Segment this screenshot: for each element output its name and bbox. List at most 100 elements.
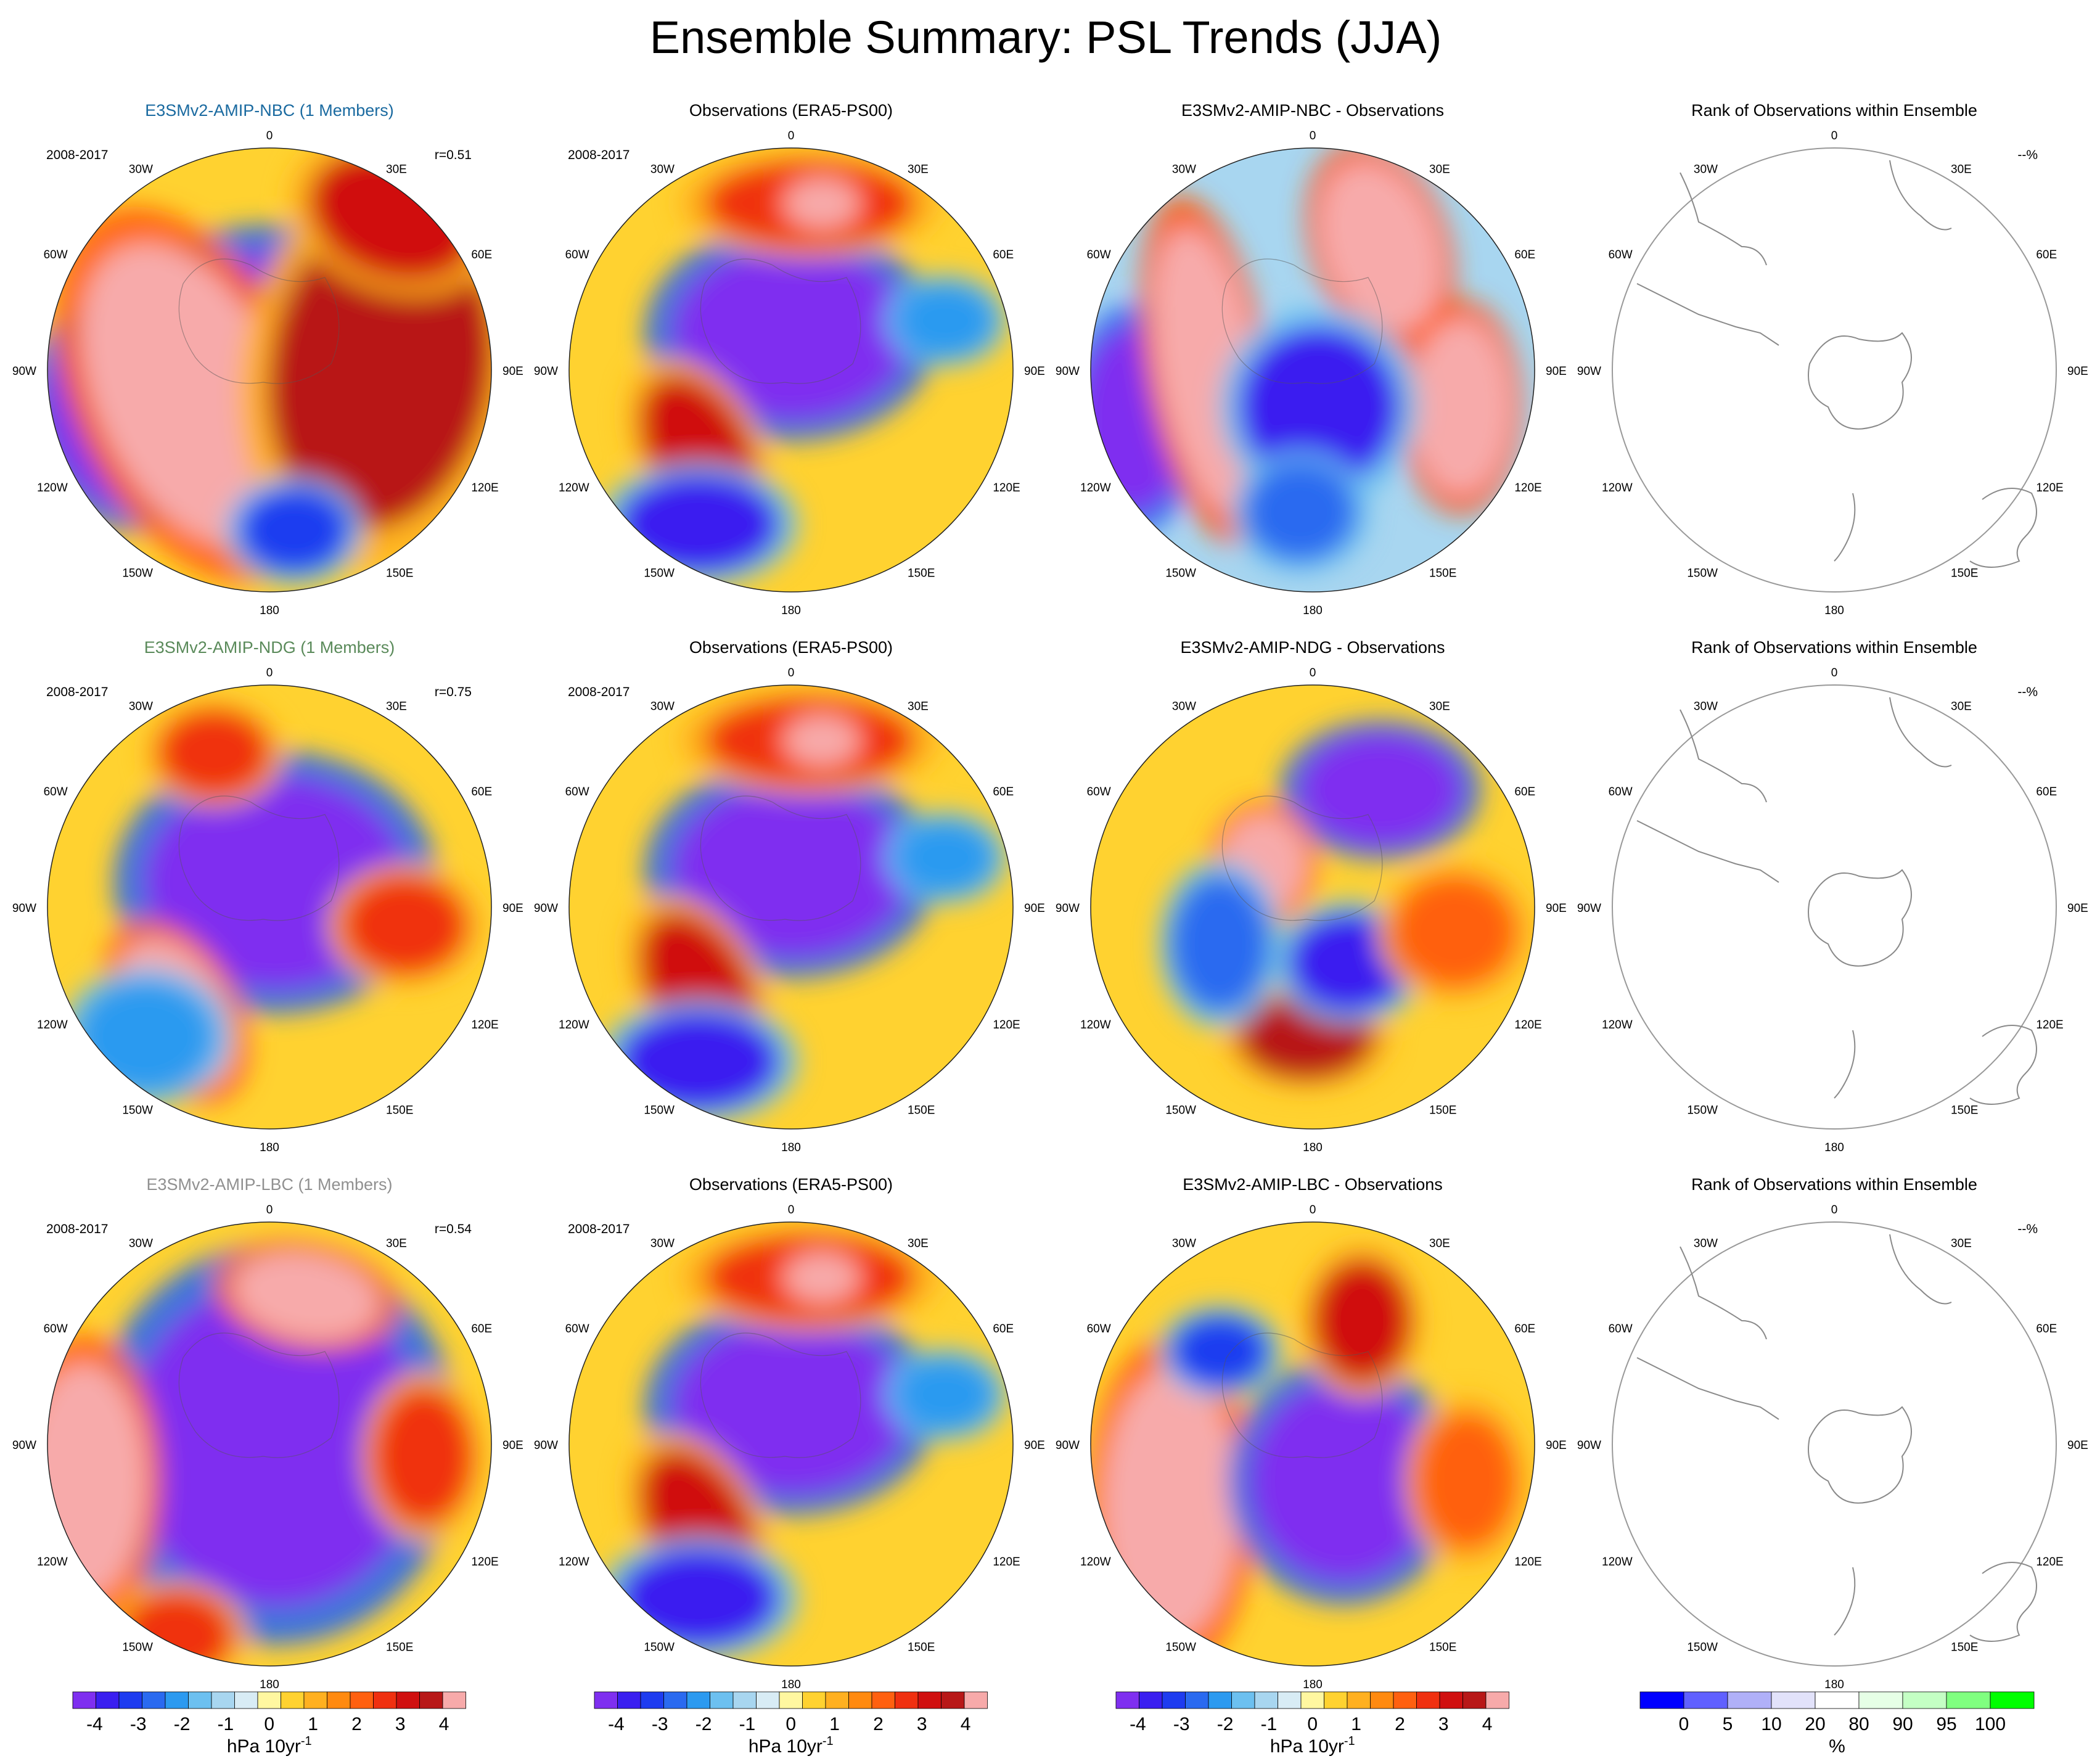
colorbar-swatch — [871, 1691, 895, 1709]
longitude-label: 180 — [260, 1141, 279, 1154]
trend-region — [618, 1012, 779, 1110]
colorbar-tick: -4 — [86, 1714, 103, 1734]
model-panel: 0 30E 60E 90E 120E 150E 180 150W 120W 90W 60W 30W E3… — [12, 638, 523, 1154]
colorbar-tick: 0 — [1307, 1714, 1318, 1734]
colorbar-swatch — [848, 1691, 872, 1709]
colorbar-swatch — [1416, 1691, 1440, 1709]
longitude-label: 30E — [908, 1237, 929, 1250]
rank-percent: --% — [2017, 685, 2038, 699]
trend-region — [896, 1358, 995, 1432]
colorbar-swatch — [1208, 1691, 1232, 1709]
colorbar-tick: 0 — [1679, 1714, 1689, 1734]
longitude-label: 150E — [1951, 1104, 1978, 1117]
longitude-label: 180 — [1824, 604, 1844, 617]
longitude-label: 30W — [1694, 163, 1718, 176]
psl-colorbar: -4 -3 -2 -1 0 1 2 3 4 hPa 10yr-1 — [594, 1691, 988, 1757]
field — [569, 148, 1013, 592]
longitude-label: 120E — [471, 1019, 498, 1032]
trend-region — [343, 876, 467, 975]
longitude-label: 30W — [1172, 700, 1196, 713]
map-border — [47, 684, 492, 1130]
colorbar-tick: 5 — [1723, 1714, 1733, 1734]
antarctica-coastline — [700, 258, 861, 384]
longitude-label: 120W — [559, 1556, 589, 1569]
longitude-label: 120E — [1514, 1019, 1541, 1032]
longitude-label: 150E — [386, 1104, 413, 1117]
longitude-label: 60E — [471, 1323, 492, 1335]
colorbar-swatch — [72, 1691, 96, 1709]
longitude-label: 90E — [1024, 365, 1045, 378]
colorbar-tick: 100 — [1975, 1714, 2006, 1734]
colorbar-tick: 3 — [1438, 1714, 1449, 1734]
longitude-label: 120E — [993, 482, 1020, 494]
trend-region — [1171, 1315, 1270, 1389]
longitude-label: 90E — [1546, 902, 1567, 915]
longitude-label: 60W — [565, 1323, 589, 1335]
map-border — [47, 147, 492, 593]
colorbar-tick: 2 — [351, 1714, 362, 1734]
new-zealand-coastline — [1834, 493, 1856, 562]
longitude-label: 150W — [1165, 567, 1196, 580]
colorbar-swatch — [350, 1691, 374, 1709]
trend-region — [1245, 462, 1356, 561]
longitude-label: 30W — [129, 163, 153, 176]
colorbar-swatch — [1639, 1691, 1684, 1709]
colorbar-tick: -3 — [652, 1714, 668, 1734]
correlation-label: r=0.75 — [435, 685, 472, 699]
colorbar-tick: 1 — [1351, 1714, 1361, 1734]
longitude-label: 30E — [386, 1237, 407, 1250]
colorbar-swatch — [802, 1691, 826, 1709]
trend-region — [674, 247, 908, 419]
longitude-label: 60W — [1609, 786, 1633, 798]
longitude-label: 90E — [2067, 365, 2088, 378]
longitude-label: 60W — [565, 786, 589, 798]
longitude-label: 120W — [1602, 1019, 1633, 1032]
polar-map — [47, 147, 492, 593]
longitude-label: 120E — [471, 482, 498, 494]
longitude-label: 180 — [1303, 604, 1323, 617]
longitude-label: 120E — [993, 1019, 1020, 1032]
period-label: 2008-2017 — [46, 148, 108, 162]
longitude-label: 0 — [1831, 667, 1838, 679]
colorbar-label: hPa 10yr-1 — [749, 1734, 834, 1757]
longitude-label: 0 — [788, 129, 795, 142]
trend-region — [896, 284, 995, 358]
longitude-label: 30E — [908, 700, 929, 713]
longitude-label: 120W — [1080, 482, 1111, 494]
map-border — [1090, 147, 1535, 593]
trend-region — [785, 179, 859, 228]
longitude-label: 120W — [37, 482, 68, 494]
longitude-label: 120E — [2036, 1019, 2063, 1032]
trend-region — [1417, 1413, 1516, 1549]
longitude-label: 150W — [122, 567, 153, 580]
colorbar-swatch — [825, 1691, 849, 1709]
longitude-label: 150E — [1429, 567, 1456, 580]
longitude-label: 150E — [908, 567, 935, 580]
trend-region — [1300, 734, 1461, 845]
longitude-label: 120W — [1080, 1556, 1111, 1569]
longitude-label: 0 — [266, 129, 273, 142]
rank-percent: --% — [2017, 1222, 2038, 1236]
colorbar-swatch — [1771, 1691, 1816, 1709]
south-america-coastline — [1636, 283, 1779, 346]
longitude-label: 60E — [471, 786, 492, 798]
longitude-label: 150W — [644, 567, 675, 580]
colorbar-swatch — [1946, 1691, 1991, 1709]
longitude-label: 60E — [993, 248, 1014, 261]
colorbar-tick: 3 — [395, 1714, 406, 1734]
longitude-label: 90W — [1577, 365, 1601, 378]
colorbar-label: % — [1829, 1736, 1845, 1757]
rank-title: Rank of Observations within Ensemble — [1691, 1175, 1977, 1194]
colorbar-tick: 3 — [917, 1714, 927, 1734]
trend-region — [78, 981, 214, 1092]
colorbar-tick: -1 — [1261, 1714, 1278, 1734]
colorbar-swatch — [327, 1691, 351, 1709]
trend-region — [674, 1321, 908, 1493]
longitude-label: 150E — [908, 1641, 935, 1654]
longitude-label: 30W — [1172, 1237, 1196, 1250]
colorbar-swatch — [1462, 1691, 1487, 1709]
colorbar-swatch — [118, 1691, 142, 1709]
field — [47, 1222, 491, 1666]
antarctica-coastline — [700, 1332, 861, 1458]
